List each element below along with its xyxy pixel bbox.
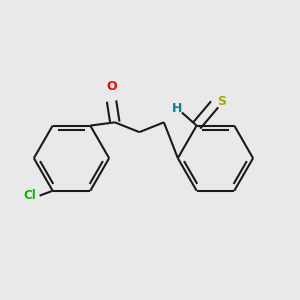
Text: O: O (106, 80, 117, 93)
Text: H: H (172, 102, 182, 115)
Text: Cl: Cl (23, 189, 36, 202)
Text: S: S (217, 95, 226, 108)
